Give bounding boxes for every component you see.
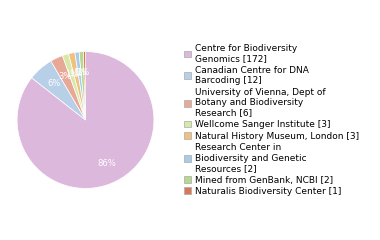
Text: 1%: 1%: [73, 68, 86, 77]
Wedge shape: [51, 56, 86, 120]
Text: 1%: 1%: [69, 69, 82, 78]
Wedge shape: [83, 52, 86, 120]
Wedge shape: [32, 61, 86, 120]
Text: 86%: 86%: [97, 159, 116, 168]
Wedge shape: [79, 52, 86, 120]
Text: 1%: 1%: [65, 70, 78, 79]
Wedge shape: [75, 52, 86, 120]
Text: 3%: 3%: [59, 72, 72, 81]
Wedge shape: [62, 54, 86, 120]
Legend: Centre for Biodiversity
Genomics [172], Canadian Centre for DNA
Barcoding [12], : Centre for Biodiversity Genomics [172], …: [182, 42, 361, 198]
Text: 6%: 6%: [47, 79, 61, 89]
Text: 1%: 1%: [76, 68, 89, 77]
Wedge shape: [17, 52, 154, 188]
Wedge shape: [68, 52, 86, 120]
